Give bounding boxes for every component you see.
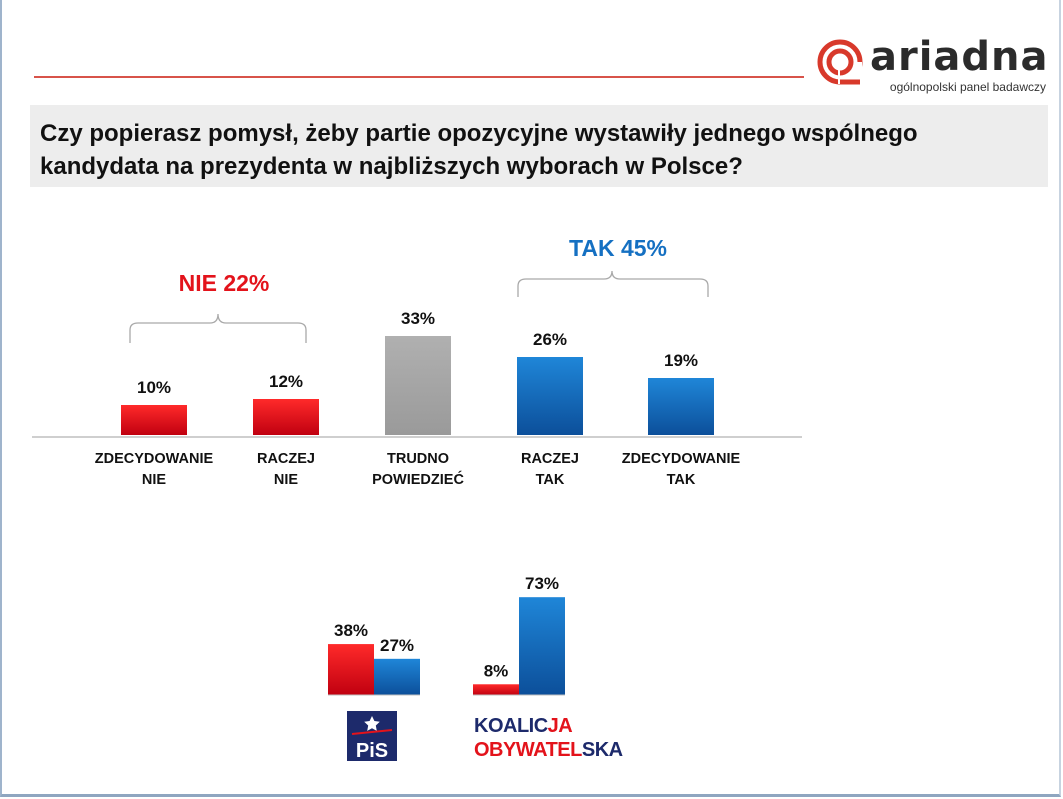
main-value-label-1: 10%	[137, 378, 171, 397]
main-bar-3	[385, 336, 451, 435]
main-category-label-1-line-1: ZDECYDOWANIE	[95, 451, 214, 467]
main-value-label-3: 33%	[401, 309, 435, 328]
bracket-nie	[129, 313, 307, 343]
group-label-tak: TAK 45%	[569, 235, 667, 261]
question-box: Czy popierasz pomysł, żeby partie opozyc…	[30, 105, 1048, 187]
party-bar-1-series-1	[328, 644, 374, 695]
party-value-label-2-series-2: 73%	[525, 574, 559, 593]
main-value-label-2: 12%	[269, 372, 303, 391]
main-category-label-2-line-1: RACZEJ	[257, 451, 315, 467]
svg-text:PiS: PiS	[356, 740, 388, 762]
party-value-label-2-series-1: 8%	[484, 661, 509, 680]
main-category-label-1-line-2: NIE	[142, 472, 167, 488]
party-bar-2-series-2	[519, 597, 565, 695]
main-category-label-5-line-2: TAK	[667, 472, 696, 488]
main-bar-1	[121, 405, 187, 435]
pis-logo: PiS	[347, 711, 397, 762]
logo-tagline: ogólnopolski panel badawczy	[889, 80, 1046, 94]
ariadna-logo-mark-icon	[817, 39, 863, 85]
group-label-nie: NIE 22%	[179, 270, 270, 296]
svg-text:KOALICJA: KOALICJA	[474, 715, 572, 737]
main-category-label-4-line-2: TAK	[536, 472, 565, 488]
party-bar-2-series-1	[473, 684, 519, 695]
main-value-label-5: 19%	[664, 351, 698, 370]
ko-logo: KOALICJA OBYWATELSKA	[474, 715, 623, 761]
main-category-label-2-line-2: NIE	[274, 472, 299, 488]
main-bar-4	[517, 357, 583, 435]
header-rule	[34, 76, 804, 78]
main-category-label-3-line-2: POWIEDZIEĆ	[372, 470, 464, 488]
main-chart: 10% ZDECYDOWANIE NIE 12% RACZEJ NIE 33% TRUDNO P…	[95, 309, 741, 488]
main-category-label-5-line-1: ZDECYDOWANIE	[622, 451, 741, 467]
main-category-label-3-line-1: TRUDNO	[387, 451, 449, 467]
party-value-label-1-series-2: 27%	[380, 636, 414, 655]
main-bar-2	[253, 399, 319, 435]
main-value-label-4: 26%	[533, 330, 567, 349]
party-bar-1-series-2	[374, 658, 420, 695]
star-icon	[364, 716, 380, 731]
ariadna-logo: ariadna ogólnopolski panel badawczy	[816, 34, 1048, 98]
logo-wordmark: ariadna	[870, 34, 1049, 80]
main-category-label-4-line-1: RACZEJ	[521, 451, 579, 467]
party-chart: 38% 27% 8% 73%	[328, 574, 565, 696]
main-bar-5	[648, 378, 714, 435]
svg-text:OBYWATELSKA: OBYWATELSKA	[474, 739, 623, 761]
bracket-tak	[517, 270, 709, 297]
party-value-label-1-series-1: 38%	[334, 621, 368, 640]
question-title: Czy popierasz pomysł, żeby partie opozyc…	[40, 120, 918, 180]
